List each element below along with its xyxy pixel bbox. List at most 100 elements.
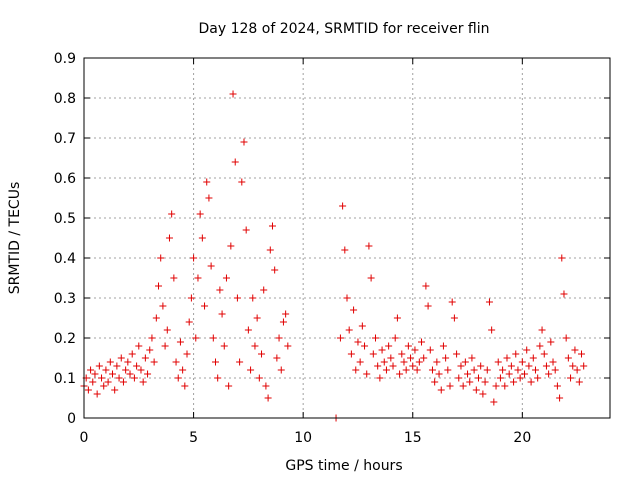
data-point [387,354,395,362]
data-point [225,382,233,390]
data-point [113,362,121,370]
data-point [400,358,408,366]
data-point [503,354,511,362]
data-point [183,350,191,358]
data-point [367,274,375,282]
data-point [100,382,108,390]
data-point [479,390,487,398]
data-point [490,398,498,406]
data-point [361,342,369,350]
data-point [95,362,103,370]
data-point [468,354,476,362]
data-point [415,358,423,366]
data-point [179,366,187,374]
data-point [209,334,217,342]
data-point [457,362,465,370]
data-point [141,354,149,362]
data-point [236,358,244,366]
data-point [247,366,255,374]
data-point [275,334,283,342]
data-point [203,178,211,186]
data-point [496,374,504,382]
data-point [542,362,550,370]
data-point [347,350,355,358]
tick-layer: 0 0.1 0.2 0.3 0.4 0.5 0.6 0.7 0.8 0.9 0 5 10 15 20 [54,51,610,446]
data-point [525,362,533,370]
data-point [266,246,274,254]
data-point [240,138,248,146]
data-point [176,338,184,346]
data-point [165,234,173,242]
data-point [475,374,482,382]
data-point [516,374,524,382]
data-point [216,286,224,294]
data-point [396,370,404,378]
data-point [439,342,447,350]
data-point [446,382,454,390]
data-point [249,294,257,302]
data-point [117,354,125,362]
data-point [185,318,193,326]
data-point [119,378,127,386]
data-point [152,314,160,322]
data-point [192,334,200,342]
data-point [466,378,474,386]
data-point [569,362,577,370]
data-point [426,346,434,354]
data-point [124,358,132,366]
data-point [483,366,491,374]
data-point [264,394,272,402]
y-tick-label: 0 [67,411,76,427]
x-tick-label: 20 [513,430,531,446]
data-point [545,370,553,378]
data-point [518,358,526,366]
data-point [87,366,95,374]
data-point [481,378,489,386]
data-point [89,378,97,386]
x-tick-label: 0 [80,430,89,446]
y-tick-label: 0.6 [54,171,76,187]
data-point [93,390,101,398]
data-point [196,210,204,218]
x-tick-label: 5 [189,430,198,446]
data-point [194,274,202,282]
data-point [341,246,349,254]
data-point [558,254,566,262]
data-point [279,318,287,326]
data-point [106,358,114,366]
y-tick-label: 0.1 [54,371,76,387]
data-point [433,358,441,366]
data-point [409,362,417,370]
data-point [198,234,206,242]
data-point [455,374,463,382]
data-point [227,242,235,250]
data-point [130,374,138,382]
data-point [492,382,500,390]
plot-frame [83,57,611,419]
data-point [562,334,570,342]
data-point [437,386,445,394]
data-point [258,350,266,358]
data-point [380,358,388,366]
data-point [560,290,568,298]
data-point [104,378,112,386]
data-point [470,366,478,374]
data-point [343,294,351,302]
data-point [459,382,467,390]
data-point [402,366,410,374]
data-point [339,202,347,210]
data-point [534,374,542,382]
data-point [220,342,228,350]
data-point [442,354,450,362]
data-point [393,314,401,322]
data-point [448,298,456,306]
data-point [398,350,406,358]
data-point [135,342,143,350]
data-point [244,326,252,334]
data-point [376,374,384,382]
data-point [551,366,559,374]
data-point [253,314,261,322]
data-point [575,378,583,386]
